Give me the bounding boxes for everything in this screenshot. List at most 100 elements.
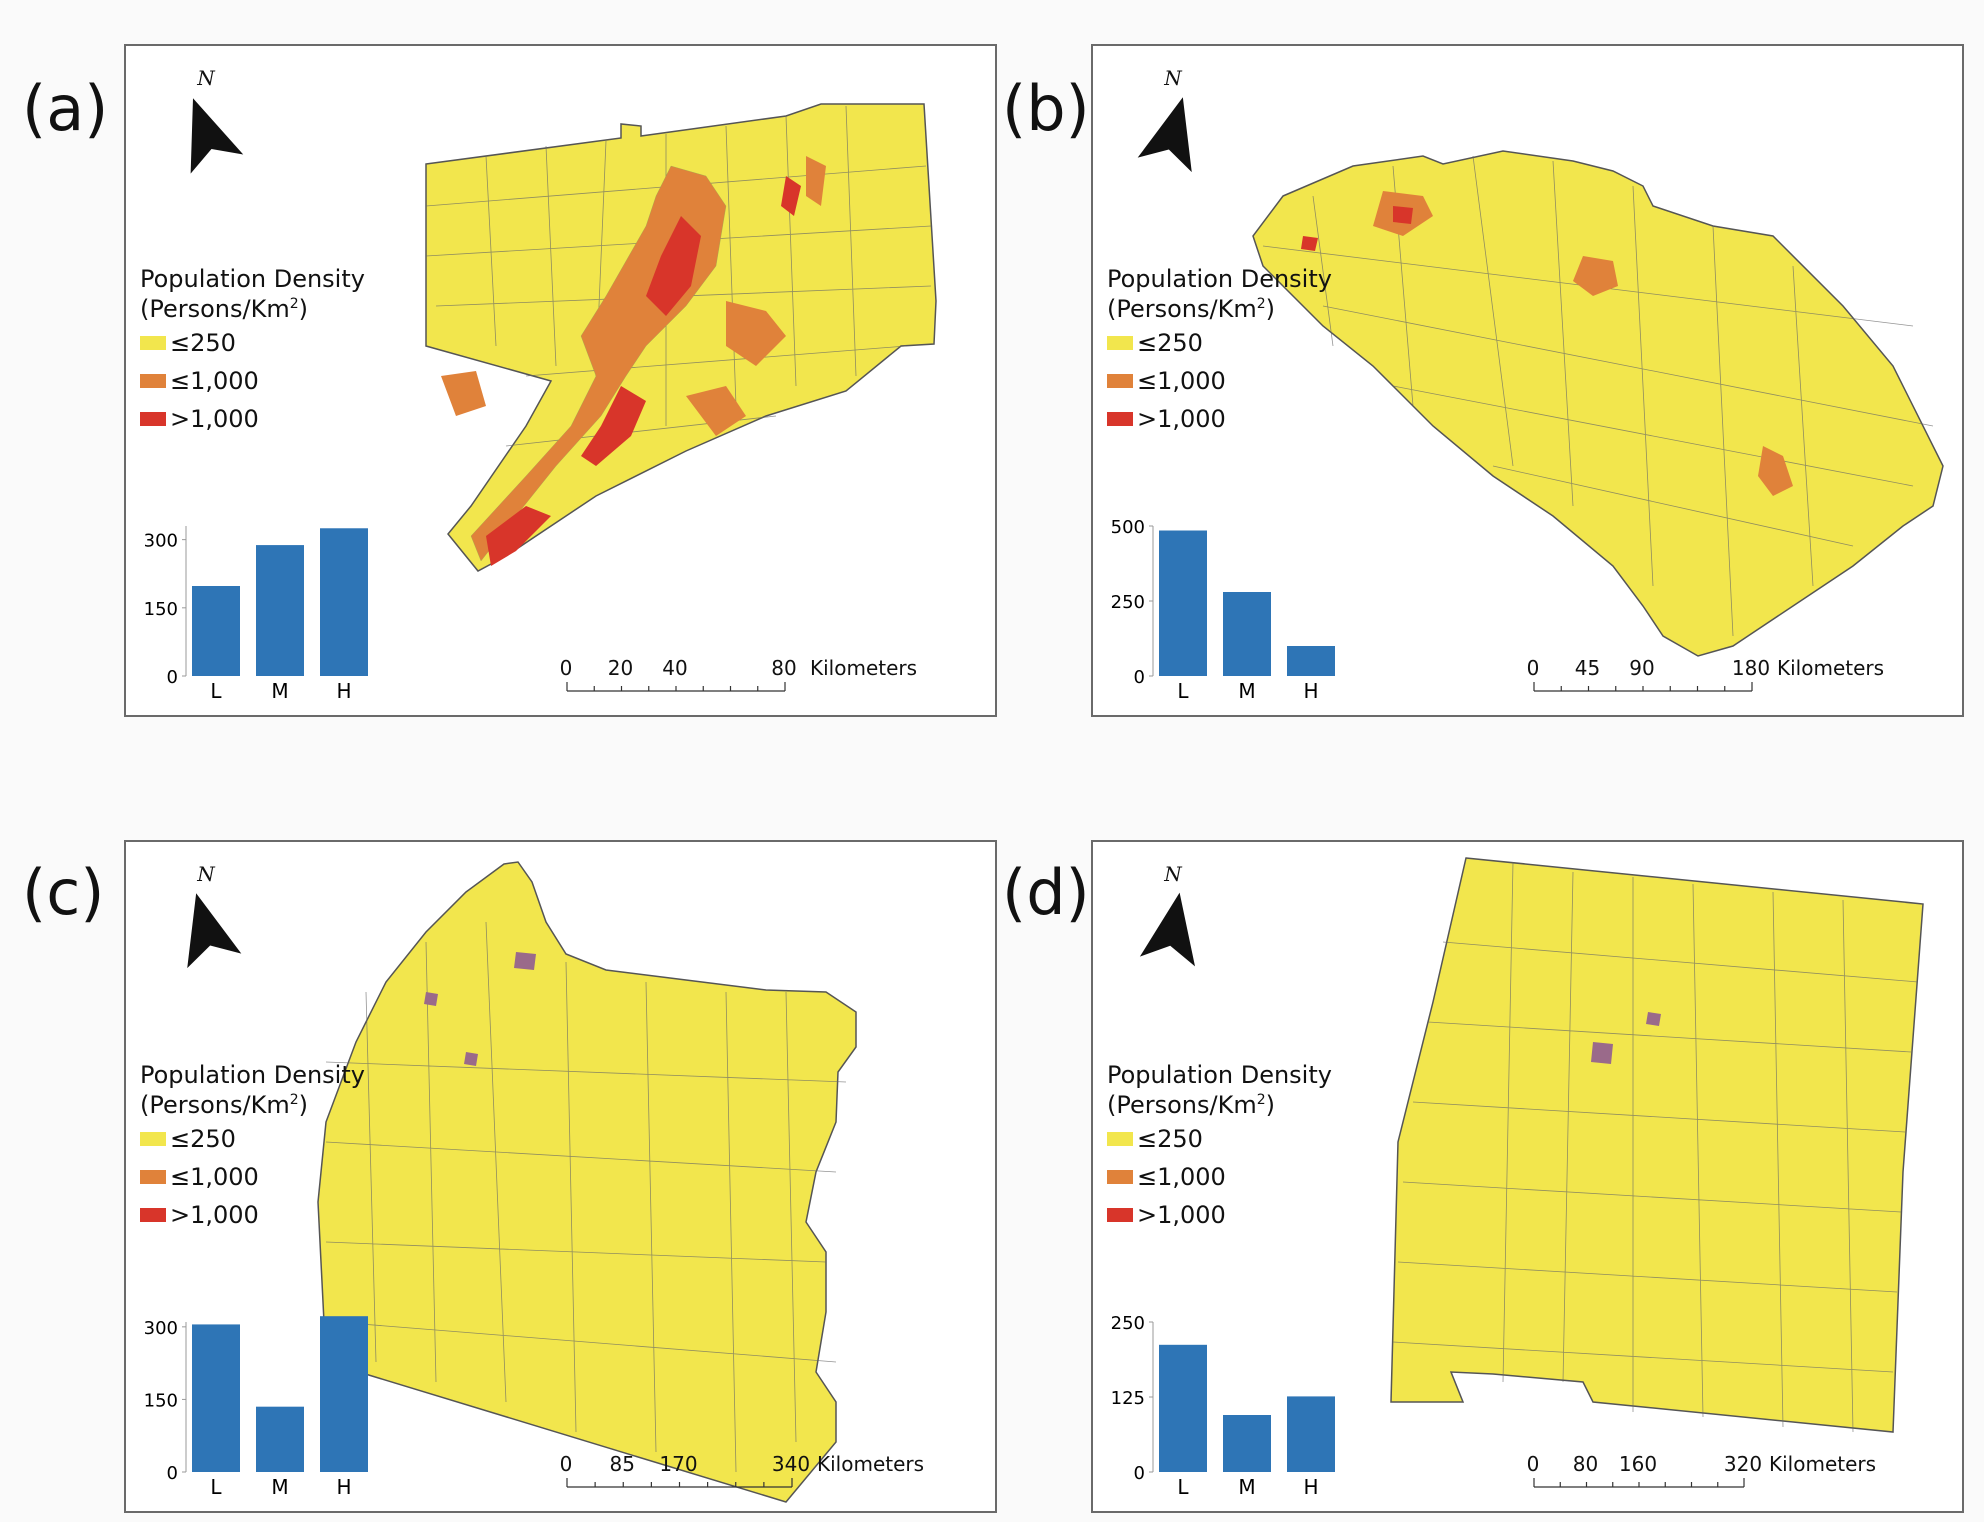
legend-swatch [1107,412,1133,426]
bar [192,1324,240,1472]
north-arrow-icon: N [166,66,246,186]
north-arrow-shape [1137,97,1192,173]
x-tick-label: M [271,1475,288,1499]
legend-subtitle: (Persons/Km2) [1107,1090,1332,1120]
y-tick-label: 300 [144,531,178,552]
legend-unit-suffix: ) [298,1091,309,1119]
y-tick-label: 0 [167,667,178,688]
legend-item: ≤1,000 [1107,1158,1332,1196]
map-panel-d: N Population Density (Persons/Km2) ≤250 ≤1,0… [1091,840,1964,1513]
x-tick-label: L [1177,679,1189,703]
state-map-d [1390,857,1924,1433]
scale-unit-label: Kilometers [810,656,918,680]
y-tick-label: 250 [1111,592,1145,613]
legend: Population Density (Persons/Km2) ≤250 ≤1,00… [140,264,365,438]
bar-chart: 250 125 0 L M H [1103,1312,1363,1512]
legend-unit-prefix: (Persons/Km [140,295,290,323]
y-tick-label: 150 [144,1390,178,1411]
x-tick-label: M [1238,1475,1255,1499]
legend-title: Population Density [1107,1061,1332,1089]
bar [256,1406,304,1472]
legend-unit-prefix: (Persons/Km [1107,295,1257,323]
scale-tick-label: 40 [662,656,688,680]
legend-item: ≤1,000 [1107,362,1332,400]
bar-chart: 300 150 0 L M H [136,516,396,716]
legend-swatch [140,1170,166,1184]
legend-unit-suffix: ) [1265,295,1276,323]
x-tick-label: H [336,679,351,703]
legend-swatch [140,412,166,426]
x-tick-label: M [271,679,288,703]
legend-item: ≤250 [140,324,365,362]
bar [1223,1415,1271,1472]
scale-bar: 0 80 160 320 Kilometers [1527,1452,1893,1502]
scale-tick-label: 20 [607,656,634,680]
legend-unit-sup: 2 [289,1092,299,1108]
legend-swatch [1107,336,1133,350]
legend-unit-sup: 2 [1256,296,1266,312]
y-tick-label: 0 [167,1463,178,1484]
legend-unit-sup: 2 [1256,1092,1266,1108]
scale-unit-label: Kilometers [1777,656,1885,680]
legend-label: ≤1,000 [170,1163,259,1191]
scale-bar: 0 45 90 180 Kilometers [1527,656,1893,706]
north-arrow-icon: N [1133,66,1213,186]
bar [256,545,304,676]
bar-chart-svg: 500 250 0 L M H [1111,517,1335,703]
north-arrow-icon: N [166,862,246,982]
scale-line [1533,1478,1745,1488]
legend-label: >1,000 [170,405,259,433]
bar-chart-svg: 300 150 0 L M H [144,1316,368,1499]
legend-item: >1,000 [140,1196,365,1234]
x-tick-label: L [210,679,222,703]
legend-label: ≤250 [1137,1125,1203,1153]
panel-label-b: (b) [1002,72,1090,145]
legend-item: ≤1,000 [140,1158,365,1196]
x-tick-label: H [336,1475,351,1499]
legend-label: ≤1,000 [1137,1163,1226,1191]
y-tick-label: 125 [1111,1388,1145,1409]
legend-item: ≤250 [1107,324,1332,362]
scale-line [1533,682,1753,692]
north-arrow-shape [190,98,244,174]
legend-unit-suffix: ) [1265,1091,1276,1119]
map-panel-a: N Population Density (Persons/Km2) ≤250 ≤1,0… [124,44,997,717]
legend-label: >1,000 [170,1201,259,1229]
bar-chart-svg: 250 125 0 L M H [1111,1313,1335,1499]
legend-subtitle: (Persons/Km2) [140,1090,365,1120]
legend-subtitle: (Persons/Km2) [1107,294,1332,324]
north-arrow-shape [1139,892,1196,967]
bar [320,1316,368,1472]
scale-tick-label: 160 [1618,1452,1658,1476]
map-panel-b: N Population Density (Persons/Km2) ≤250 ≤1,0… [1091,44,1964,717]
scale-line [566,682,786,692]
scale-tick-label: 0 [1526,1452,1540,1476]
legend-subtitle: (Persons/Km2) [140,294,365,324]
legend-label: >1,000 [1137,1201,1226,1229]
scale-tick-label: 45 [1574,656,1601,680]
panel-label-c: (c) [22,856,105,929]
legend-unit-sup: 2 [289,296,299,312]
legend-label: >1,000 [1137,405,1226,433]
bar [1287,646,1335,676]
bar-chart: 500 250 0 L M H [1103,516,1363,716]
bar [1159,1344,1207,1472]
x-tick-label: H [1303,1475,1318,1499]
north-letter: N [197,862,215,886]
legend-label: ≤1,000 [1137,367,1226,395]
legend-label: ≤1,000 [170,367,259,395]
scale-bar: 0 20 40 80 Kilometers [560,656,926,706]
y-tick-label: 500 [1111,517,1145,538]
legend-label: ≤250 [170,1125,236,1153]
north-letter: N [197,66,215,90]
north-arrow-icon: N [1133,862,1213,982]
scale-tick-label: 180 [1731,656,1771,680]
scale-unit-label: Kilometers [817,1452,925,1476]
bar [320,528,368,676]
state-map-c [317,861,857,1503]
legend-label: ≤250 [1137,329,1203,357]
legend: Population Density (Persons/Km2) ≤250 ≤1,00… [1107,1060,1332,1234]
bar-chart-svg: 300 150 0 L M H [144,526,368,703]
scale-bar: 0 85 170 340 Kilometers [560,1452,926,1502]
north-arrow-shape [187,893,242,969]
